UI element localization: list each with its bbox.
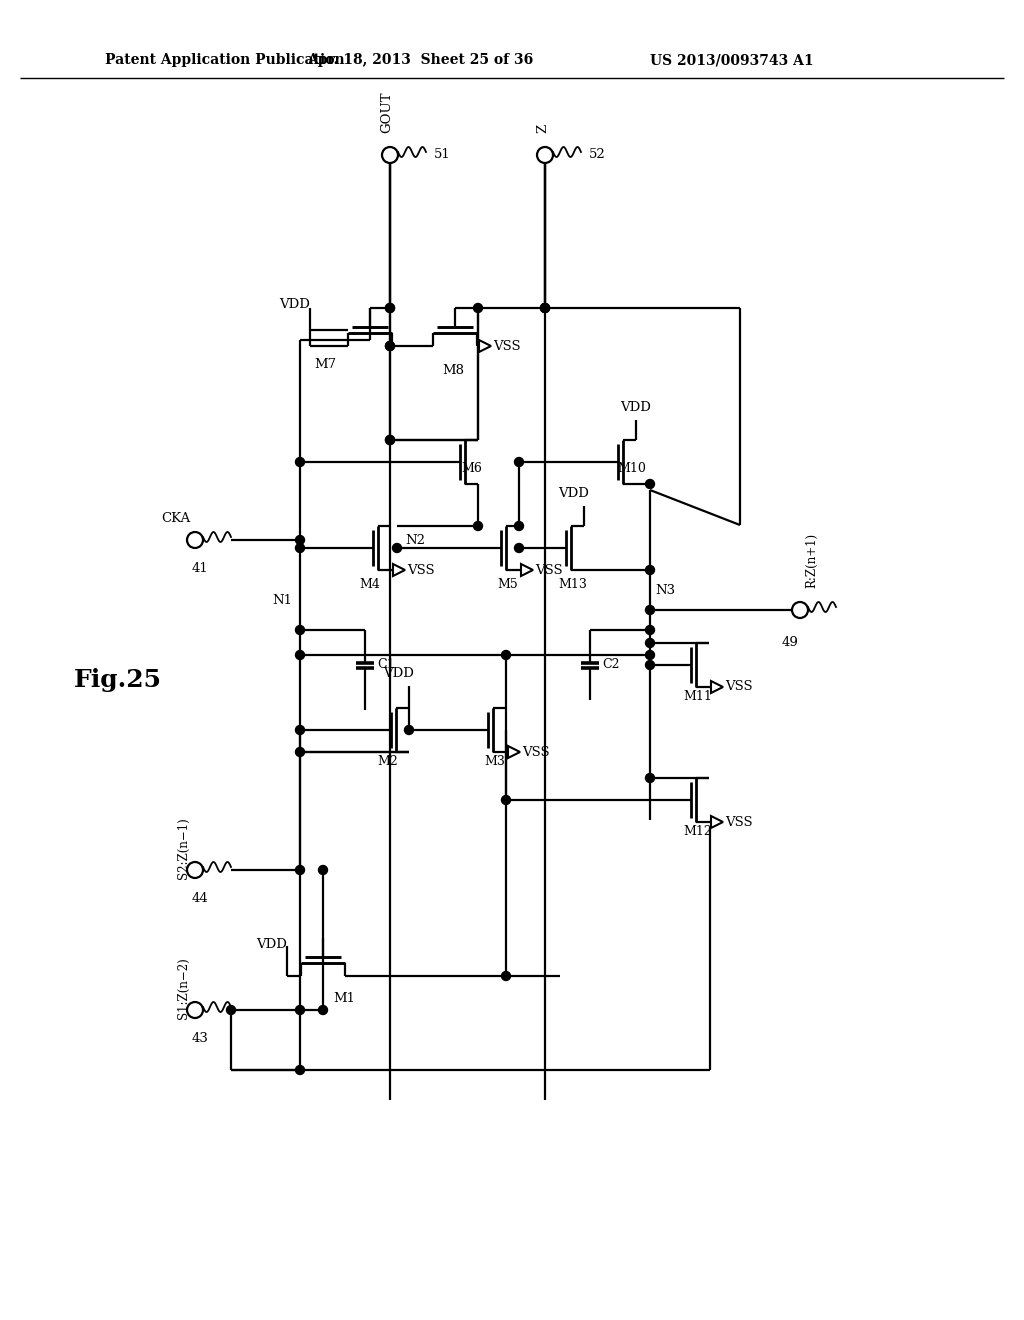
Text: M7: M7: [314, 358, 336, 371]
Text: M13: M13: [558, 578, 588, 591]
Circle shape: [385, 304, 394, 313]
Polygon shape: [508, 746, 520, 758]
Text: M8: M8: [442, 364, 464, 378]
Text: VDD: VDD: [621, 401, 651, 414]
Circle shape: [318, 1006, 328, 1015]
Circle shape: [541, 304, 550, 313]
Text: C1: C1: [377, 659, 394, 672]
Text: R:Z(n+1): R:Z(n+1): [805, 533, 818, 587]
Text: M1: M1: [333, 993, 355, 1005]
Text: Fig.25: Fig.25: [74, 668, 162, 692]
Circle shape: [514, 458, 523, 466]
Text: VSS: VSS: [407, 564, 434, 577]
Circle shape: [385, 304, 394, 313]
Text: Patent Application Publication: Patent Application Publication: [105, 53, 345, 67]
Circle shape: [296, 866, 304, 874]
Circle shape: [385, 342, 394, 351]
Text: M11: M11: [684, 690, 713, 704]
Circle shape: [645, 651, 654, 660]
Text: S1:Z(n−2): S1:Z(n−2): [177, 957, 190, 1019]
Text: M12: M12: [684, 825, 713, 838]
Circle shape: [385, 436, 394, 445]
Text: VSS: VSS: [535, 564, 562, 577]
Text: Apr. 18, 2013  Sheet 25 of 36: Apr. 18, 2013 Sheet 25 of 36: [307, 53, 534, 67]
Circle shape: [473, 521, 482, 531]
Circle shape: [541, 304, 550, 313]
Circle shape: [296, 747, 304, 756]
Text: C2: C2: [602, 659, 620, 672]
Circle shape: [296, 1065, 304, 1074]
Circle shape: [502, 972, 511, 981]
Polygon shape: [711, 816, 723, 828]
Text: VDD: VDD: [384, 667, 415, 680]
Text: 43: 43: [191, 1032, 209, 1045]
Text: GOUT: GOUT: [381, 91, 393, 133]
Text: M5: M5: [498, 578, 518, 591]
Text: Z: Z: [537, 124, 550, 133]
Text: 44: 44: [191, 892, 208, 906]
Text: VSS: VSS: [522, 746, 550, 759]
Text: VDD: VDD: [256, 937, 287, 950]
Circle shape: [502, 796, 511, 804]
Polygon shape: [711, 681, 723, 693]
Circle shape: [404, 726, 414, 734]
Circle shape: [318, 866, 328, 874]
Text: S2:Z(n−1): S2:Z(n−1): [177, 817, 190, 879]
Circle shape: [645, 774, 654, 783]
Circle shape: [296, 536, 304, 544]
Text: 52: 52: [589, 149, 606, 161]
Circle shape: [296, 726, 304, 734]
Text: M2: M2: [378, 755, 398, 768]
Circle shape: [645, 639, 654, 648]
Circle shape: [645, 606, 654, 615]
Polygon shape: [479, 341, 490, 352]
Text: VDD: VDD: [280, 298, 310, 312]
Text: M10: M10: [617, 462, 646, 475]
Circle shape: [514, 521, 523, 531]
Circle shape: [502, 651, 511, 660]
Circle shape: [296, 458, 304, 466]
Circle shape: [296, 651, 304, 660]
Text: N2: N2: [406, 535, 425, 546]
Text: 49: 49: [781, 636, 799, 649]
Text: US 2013/0093743 A1: US 2013/0093743 A1: [650, 53, 814, 67]
Polygon shape: [521, 564, 534, 576]
Text: N3: N3: [655, 583, 675, 597]
Circle shape: [392, 544, 401, 553]
Circle shape: [645, 660, 654, 669]
Text: VSS: VSS: [725, 816, 753, 829]
Circle shape: [226, 1006, 236, 1015]
Text: M3: M3: [484, 755, 506, 768]
Text: VDD: VDD: [558, 487, 590, 500]
Polygon shape: [393, 564, 406, 576]
Circle shape: [541, 304, 550, 313]
Circle shape: [296, 626, 304, 635]
Circle shape: [385, 342, 394, 351]
Text: VSS: VSS: [725, 681, 753, 693]
Circle shape: [645, 479, 654, 488]
Text: M4: M4: [359, 578, 381, 591]
Circle shape: [385, 436, 394, 445]
Text: CKA: CKA: [161, 511, 190, 524]
Circle shape: [296, 544, 304, 553]
Text: 51: 51: [434, 149, 451, 161]
Circle shape: [645, 565, 654, 574]
Circle shape: [514, 544, 523, 553]
Circle shape: [296, 1006, 304, 1015]
Circle shape: [473, 304, 482, 313]
Text: VSS: VSS: [493, 339, 520, 352]
Text: M6: M6: [462, 462, 482, 475]
Text: 41: 41: [191, 562, 208, 576]
Text: N1: N1: [272, 594, 292, 606]
Circle shape: [645, 626, 654, 635]
